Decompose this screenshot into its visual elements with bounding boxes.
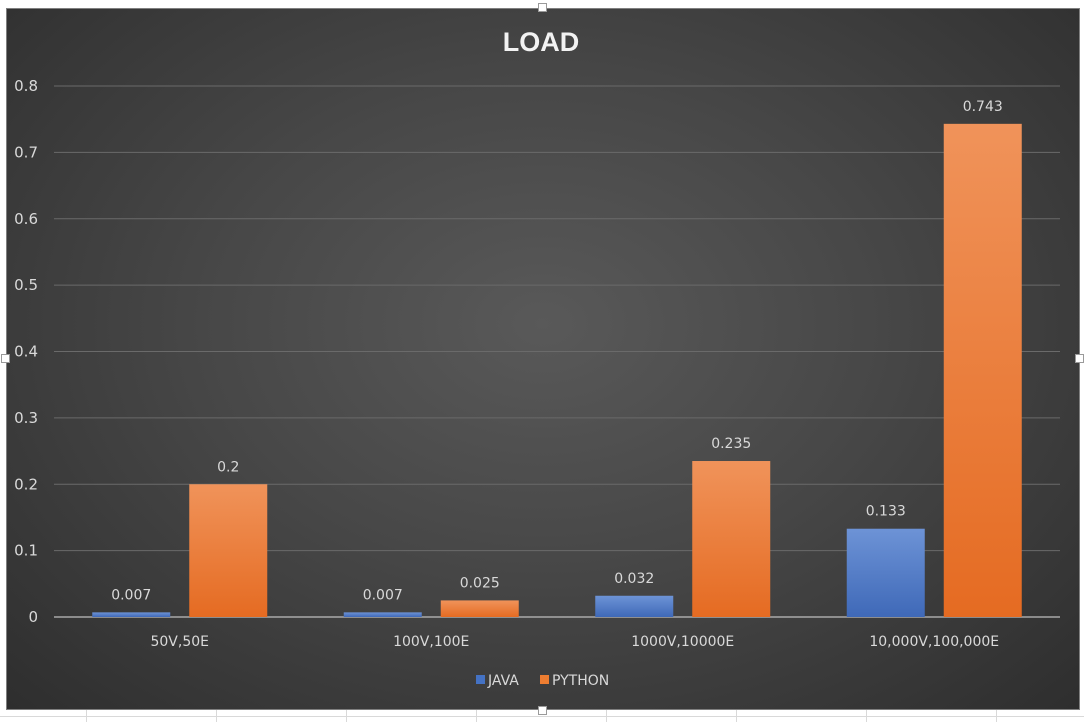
data-label: 0.2 <box>217 459 239 475</box>
data-label: 0.032 <box>614 571 654 587</box>
y-tick-label: 0.3 <box>14 409 38 427</box>
y-tick-label: 0.1 <box>14 542 38 560</box>
data-label: 0.235 <box>711 436 751 452</box>
legend-swatch-java <box>476 675 485 684</box>
sheet-gridline <box>736 710 737 722</box>
data-label: 0.025 <box>460 575 500 591</box>
data-label: 0.133 <box>866 504 906 520</box>
legend-swatch-python <box>540 675 549 684</box>
bar-python-2 <box>692 461 771 617</box>
sheet-gridline <box>86 710 87 722</box>
y-tick-label: 0.8 <box>14 77 38 95</box>
sheet-gridline <box>476 710 477 722</box>
bar-java-1 <box>343 612 422 617</box>
bar-python-1 <box>440 600 519 617</box>
bar-java-3 <box>846 528 925 617</box>
resize-handle-top[interactable] <box>538 3 547 12</box>
y-tick-label: 0.2 <box>14 475 38 493</box>
sheet-gridline <box>606 710 607 722</box>
y-tick-label: 0.6 <box>14 210 38 228</box>
sheet-gridline <box>0 716 1084 717</box>
y-tick-label: 0.5 <box>14 276 38 294</box>
resize-handle-left[interactable] <box>1 354 10 363</box>
bar-python-0 <box>189 484 268 617</box>
legend-label-java: JAVA <box>487 673 519 689</box>
data-label: 0.007 <box>363 587 403 603</box>
sheet-gridline <box>866 710 867 722</box>
x-category-label: 1000V,10000E <box>631 634 734 650</box>
x-category-label: 10,000V,100,000E <box>869 634 999 650</box>
chart-title: LOAD <box>503 27 580 57</box>
resize-handle-bottom[interactable] <box>538 706 547 715</box>
bar-java-0 <box>92 612 171 617</box>
data-label: 0.007 <box>111 587 151 603</box>
sheet-gridline <box>216 710 217 722</box>
data-label: 0.743 <box>963 99 1003 115</box>
y-tick-label: 0.4 <box>14 343 38 361</box>
legend-label-python: PYTHON <box>552 673 609 689</box>
y-tick-label: 0 <box>28 608 38 626</box>
y-tick-label: 0.7 <box>14 143 38 161</box>
x-category-label: 50V,50E <box>150 634 209 650</box>
sheet-gridline <box>996 710 997 722</box>
x-category-label: 100V,100E <box>393 634 469 650</box>
sheet-gridline <box>346 710 347 722</box>
bar-java-2 <box>595 595 674 617</box>
bar-python-3 <box>943 123 1022 618</box>
